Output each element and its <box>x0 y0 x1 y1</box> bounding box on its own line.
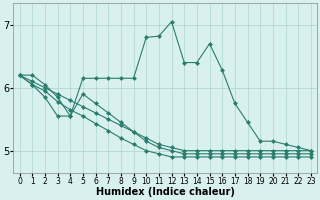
X-axis label: Humidex (Indice chaleur): Humidex (Indice chaleur) <box>96 187 235 197</box>
